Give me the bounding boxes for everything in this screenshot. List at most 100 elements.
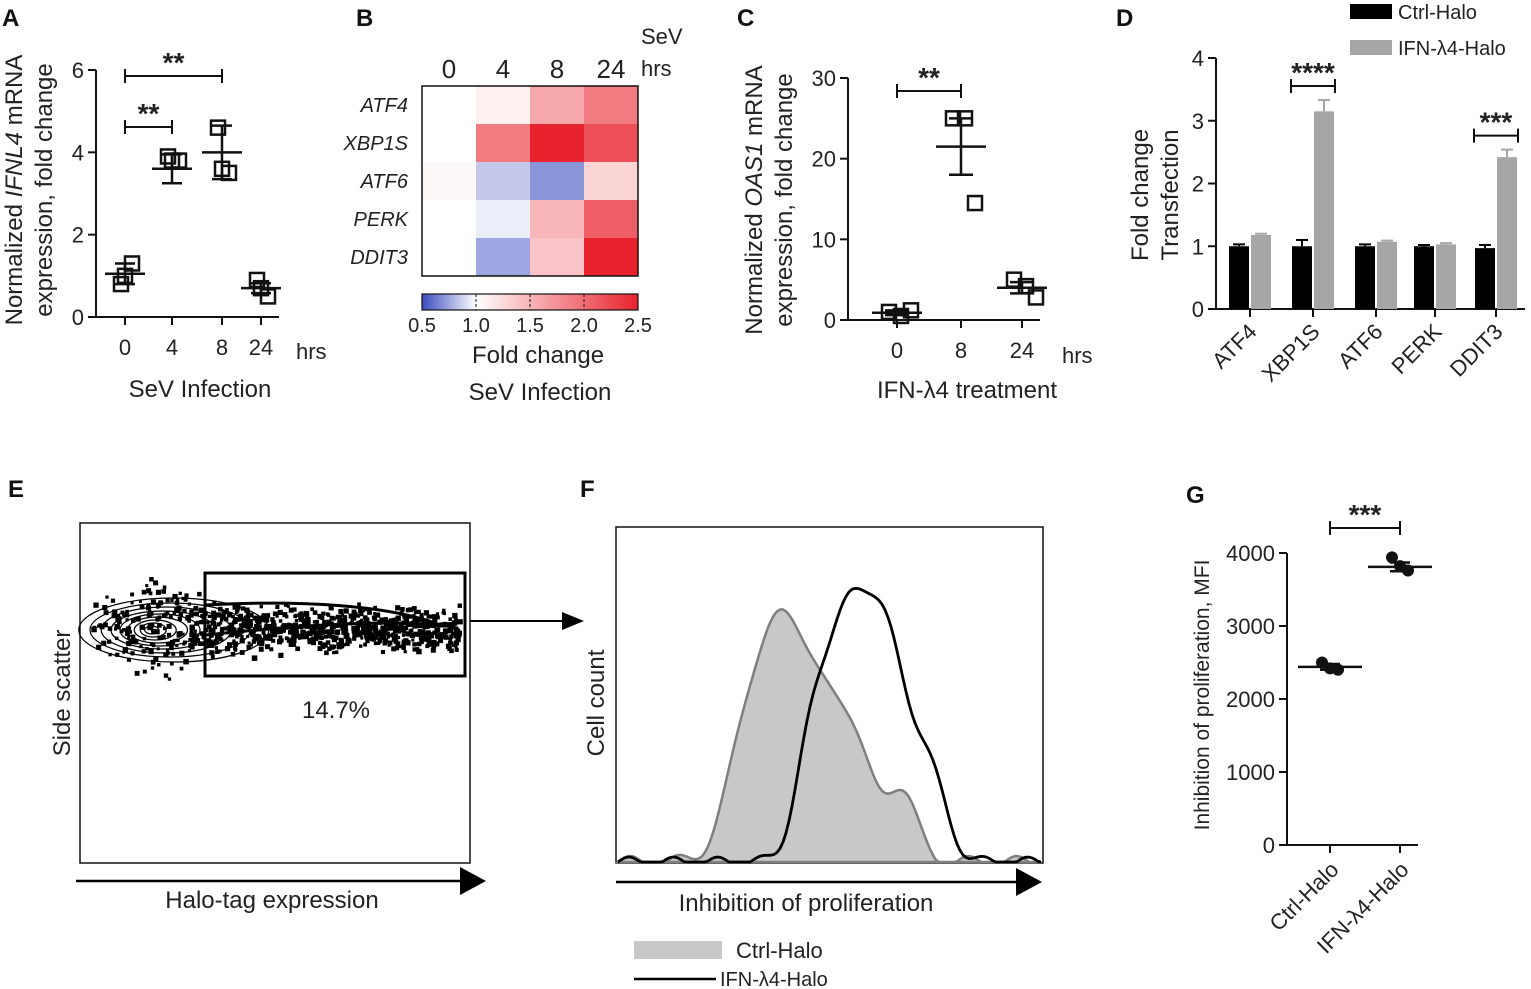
flow-event-dot [239,623,244,628]
flow-event-dot [228,622,233,627]
flow-event-dot [373,605,378,610]
flow-event-dot [288,641,294,647]
panel-b-col-header-1: SeV [641,24,683,49]
flow-event-dot [338,639,344,645]
flow-event-dot [181,632,185,636]
y-tick-label: 3 [1192,109,1204,134]
flow-event-dot [188,612,194,618]
heatmap-cell [530,162,584,200]
flow-event-dot [187,619,191,623]
flow-event-dot [273,629,279,635]
flow-event-dot [183,597,188,602]
flow-event-dot [409,632,416,638]
flow-event-dot [449,634,454,639]
legend-swatch-ifn-l4-halo [1350,40,1392,55]
flow-event-dot [359,644,363,648]
flow-event-dot [399,624,403,629]
flow-event-dot [101,640,107,646]
flow-event-dot [241,623,246,628]
flow-event-dot [457,603,462,608]
significance-label: ** [163,47,185,78]
flow-event-dot [395,641,401,646]
flow-event-dot [148,649,154,655]
flow-event-dot [245,618,251,624]
flow-event-dot [373,641,378,646]
flow-event-dot [392,618,396,622]
flow-event-dot [365,631,370,636]
panel-b-heatmap-frame [421,85,639,277]
flow-event-dot [234,607,240,613]
flow-event-dot [345,641,350,647]
flow-event-dot [223,626,228,631]
panel-e-x-label: Halo-tag expression [165,887,378,914]
flow-event-dot [334,650,339,654]
flow-event-dot [424,637,429,642]
flow-event-dot [213,625,217,629]
flow-event-dot [240,617,244,622]
flow-event-dot [130,601,134,605]
flow-event-dot [395,605,401,611]
flow-event-dot [103,622,108,628]
flow-event-dot [153,656,159,662]
flow-event-dot [131,635,136,639]
flow-event-dot [329,626,335,631]
flow-event-dot [130,651,135,656]
flow-event-dot [235,634,239,639]
flow-event-dot [166,632,172,638]
flow-event-dot [450,631,455,636]
flow-event-dot [363,642,368,647]
flow-event-dot [115,652,120,657]
heatmap-cell [476,162,530,200]
flow-event-dot [110,598,116,603]
flow-event-dot [419,612,424,617]
flow-event-dot [383,617,388,622]
flow-event-dot [249,622,253,627]
y-tick-label: 0 [1263,833,1275,858]
flow-event-dot [284,636,289,641]
flow-event-dot [445,643,452,649]
x-tick-label: ATF6 [1333,319,1388,374]
flow-event-dot [244,615,250,621]
flow-event-dot [232,627,236,631]
flow-event-dot [231,615,235,619]
panel-c-label: C [737,5,754,32]
flow-event-dot [335,614,341,620]
x-tick-label: 8 [955,338,967,363]
flow-event-dot [364,617,370,623]
flow-event-dot [315,619,320,624]
flow-event-dot [216,633,222,639]
y-tick-label: 0 [1192,297,1204,322]
histogram-ifn-l4-halo [617,586,1042,864]
panel-e-frame [79,522,471,864]
flow-event-dot [341,626,346,631]
x-tick-label: 0 [891,338,903,363]
flow-event-dot [200,641,206,646]
flow-event-dot [169,645,174,651]
flow-event-dot [108,652,112,657]
flow-event-dot [448,617,452,621]
flow-event-dot [444,629,449,634]
flow-event-dot [356,613,361,618]
bar-ifn-l4-halo [1497,157,1517,309]
heatmap-cell [422,162,476,200]
flow-event-dot [312,620,317,624]
flow-event-dot [294,618,299,623]
flow-event-dot [377,640,382,644]
flow-event-dot [149,642,154,646]
x-tick-label: 4 [166,335,178,360]
flow-event-dot [370,636,375,641]
flow-event-dot [315,622,319,626]
flow-event-dot [168,615,173,620]
flow-event-dot [433,619,438,624]
heatmap-cell [530,124,584,162]
panel-f: F Inhibition of proliferation Cell count… [580,476,1044,989]
flow-event-dot [261,613,267,619]
flow-event-dot [263,617,270,623]
flow-event-dot [412,647,417,652]
flow-event-dot [332,650,336,655]
flow-event-dot [163,673,169,678]
panel-d-bars: ******* [1229,57,1519,310]
flow-event-dot [306,617,311,622]
flow-event-dot [285,615,289,619]
